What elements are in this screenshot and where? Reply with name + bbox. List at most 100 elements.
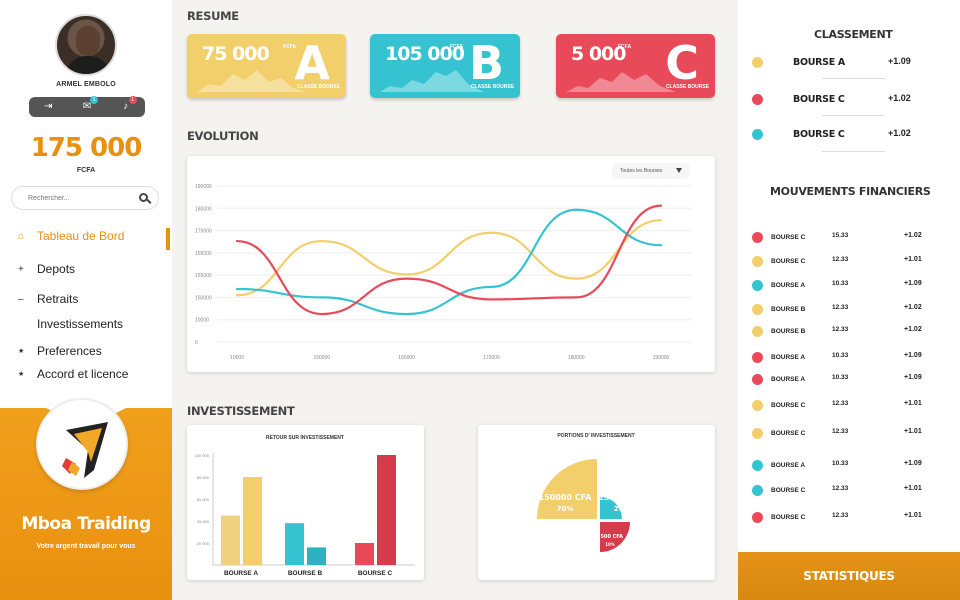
portions-panel: PORTIONS D' INVESTISSEMENT 150000 CFA 70% 1… <box>478 425 715 580</box>
x-category-label: BOURSE A <box>224 570 258 577</box>
card-bourse-c[interactable]: 5 000 FCFA C CLASSE BOURSE <box>556 34 715 98</box>
mouvement-amount: 12.33 <box>832 512 849 519</box>
card-amount: 105 000 <box>385 43 465 65</box>
mouvement-amount: 10.33 <box>832 374 849 381</box>
filter-label: Toutes les Bourses <box>620 168 663 174</box>
card-caption: CLASSE BOURSE <box>665 84 709 90</box>
logout-button[interactable]: ⇥ <box>41 101 55 113</box>
user-actions: ⇥ ✉ 1 ♪ 1 <box>29 96 145 117</box>
mouvement-amount: 12.33 <box>832 326 849 333</box>
series-line-1 <box>235 219 663 297</box>
y-tick-label: 10000 <box>195 318 209 324</box>
sparkline-icon <box>566 72 676 92</box>
nav-preferences[interactable]: ★ Preferences <box>18 344 102 358</box>
pie-label: 150000 CFA <box>539 493 593 502</box>
y-tick-label: 0 <box>195 340 198 346</box>
y-tick-label: 100 000 <box>195 453 210 458</box>
notifications-button[interactable]: ♪ 1 <box>119 96 137 113</box>
bourse-filter-select[interactable]: Toutes les Bourses <box>612 163 690 179</box>
ranking-value: +1.02 <box>888 93 911 103</box>
card-unit: FCFA <box>283 44 297 50</box>
search-icon[interactable] <box>139 193 148 202</box>
mouvement-name: BOURSE C <box>771 234 806 241</box>
user-name: ARMEL EMBOLO <box>56 81 116 88</box>
messages-button[interactable]: ✉ 1 <box>80 96 98 113</box>
mouvement-name: BOURSE C <box>771 402 806 409</box>
rocket-logo-icon <box>62 422 108 478</box>
plus-icon: + <box>18 263 24 275</box>
sparkline-icon <box>197 70 307 92</box>
card-amount: 5 000 <box>571 43 626 65</box>
mouvement-amount: 12.33 <box>832 304 849 311</box>
mouvement-dot <box>752 280 763 291</box>
nav-dashboard[interactable]: ⌂ Tableau de Bord <box>18 229 124 243</box>
mouvement-amount: 10.33 <box>832 460 849 467</box>
x-tick-label: 170000 <box>483 355 500 361</box>
pie-percent: 70% <box>557 505 574 513</box>
mouvement-amount: 10.33 <box>832 280 849 287</box>
mouvement-dot <box>752 232 763 243</box>
card-amount: 75 000 <box>202 43 270 65</box>
bar-bourse-a-1 <box>221 515 240 565</box>
x-tick-label: 10000 <box>230 355 244 361</box>
statistiques-button[interactable]: STATISTIQUES <box>738 552 960 600</box>
series-line-3 <box>235 204 663 316</box>
mouvement-dot <box>752 485 763 496</box>
mouvement-name: BOURSE C <box>771 430 806 437</box>
mouvement-dot <box>752 460 763 471</box>
balance-currency: FCFA <box>76 167 96 174</box>
evolution-title: EVOLUTION <box>187 129 259 143</box>
ranking-name: BOURSE A <box>793 57 845 68</box>
mouvement-dot <box>752 428 763 439</box>
mouvement-name: BOURSE A <box>771 354 806 361</box>
avatar[interactable] <box>55 14 117 76</box>
mouvement-dot <box>752 326 763 337</box>
roi-panel: RETOUR SUR INVESTISSEMENT 20 000 40 000 60 … <box>187 425 424 580</box>
nav-accord-licence[interactable]: ★ Accord et licence <box>18 367 128 381</box>
y-tick-label: 155000 <box>195 273 212 279</box>
pie-percent: 10% <box>605 542 615 547</box>
mouvements-title: MOUVEMENTS FINANCIERS <box>770 185 931 198</box>
mouvement-dot <box>752 256 763 267</box>
mouvement-name: BOURSE C <box>771 487 806 494</box>
mouvement-delta: +1.09 <box>904 374 922 381</box>
mouvement-amount: 12.33 <box>832 428 849 435</box>
balance-amount: 175 000 <box>30 133 143 163</box>
minus-icon: – <box>18 293 24 305</box>
chat-icon: ✉ <box>82 101 92 112</box>
bar-bourse-c-1 <box>355 543 374 565</box>
mouvement-delta: +1.02 <box>904 326 922 333</box>
ranking-value: +1.02 <box>888 128 911 138</box>
x-tick-label: 180000 <box>568 355 585 361</box>
mouvement-delta: +1.09 <box>904 460 922 467</box>
card-letter: A <box>294 36 330 90</box>
sidebar: ARMEL EMBOLO ⇥ ✉ 1 ♪ 1 175 000 FCFA ⌂ Ta… <box>0 0 172 600</box>
y-tick-label: 20 000 <box>197 541 210 546</box>
card-unit: FCFA <box>618 44 632 50</box>
nav-investissements[interactable]: Investissements <box>18 317 123 331</box>
y-tick-label: 60 000 <box>197 497 210 502</box>
nav-retraits[interactable]: – Retraits <box>18 292 78 306</box>
mouvement-name: BOURSE C <box>771 514 806 521</box>
card-bourse-a[interactable]: 75 000 FCFA A CLASSE BOURSE <box>187 34 346 98</box>
portions-pie-chart: PORTIONS D' INVESTISSEMENT 150000 CFA 70% 1… <box>537 433 646 552</box>
mouvement-delta: +1.01 <box>904 256 922 263</box>
classement-title: CLASSEMENT <box>814 28 893 41</box>
mouvement-delta: +1.09 <box>904 352 922 359</box>
search-input[interactable] <box>28 191 138 205</box>
mouvement-dot <box>752 304 763 315</box>
notifications-badge: 1 <box>128 96 137 104</box>
mouvement-delta: +1.01 <box>904 512 922 519</box>
mouvement-name: BOURSE A <box>771 462 806 469</box>
mouvement-delta: +1.09 <box>904 280 922 287</box>
star-icon: ★ <box>18 348 25 355</box>
card-caption: CLASSE BOURSE <box>470 84 514 90</box>
mouvement-dot <box>752 400 763 411</box>
card-letter: B <box>468 36 504 90</box>
nav-depots[interactable]: + Depots <box>18 262 75 276</box>
y-tick-label: 80 000 <box>197 475 210 480</box>
card-bourse-b[interactable]: 105 000 FCFA B CLASSE BOURSE <box>370 34 520 98</box>
brand-name: Mboa Traiding <box>21 514 151 534</box>
x-tick-label: 150000 <box>313 355 330 361</box>
mouvement-delta: +1.02 <box>904 304 922 311</box>
